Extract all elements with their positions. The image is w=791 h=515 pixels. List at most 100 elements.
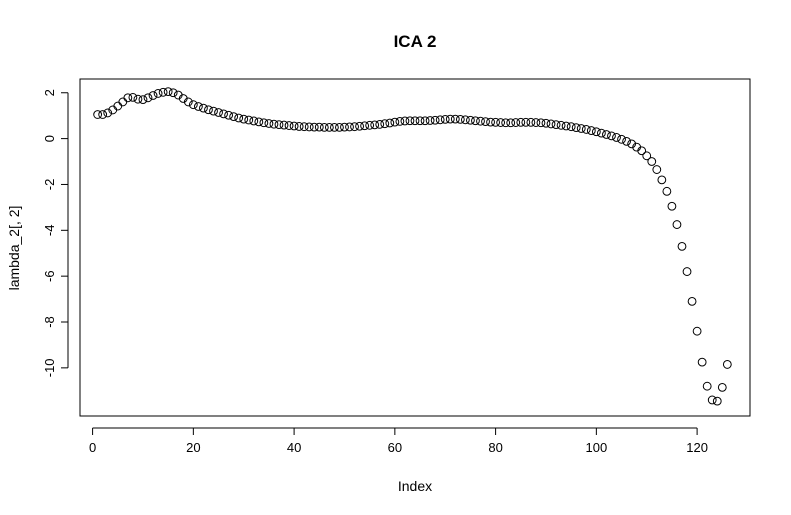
data-point [425,116,435,125]
data-point [319,122,329,132]
data-point [400,116,410,126]
data-point [521,117,531,127]
data-point [617,134,626,144]
data-point [128,92,138,102]
data-point [566,122,576,132]
data-point [148,91,158,100]
data-point [224,110,234,120]
x-axis: 0 20 40 60 80 100 120 [89,427,708,455]
data-point [153,89,163,98]
data-point [476,116,485,126]
data-point [294,122,304,131]
data-point [158,87,168,97]
y-tick-label: 2 [42,89,57,96]
data-point [98,110,108,119]
data-point [506,118,516,128]
data-point [496,118,506,127]
x-axis-label: Index [398,478,432,494]
data-point [385,118,395,128]
data-point [314,122,324,132]
y-tick-label: -4 [42,225,57,237]
data-point [707,395,717,405]
data-point [324,122,334,132]
data-point [229,112,239,121]
data-point [591,127,601,137]
x-tick-label: 60 [388,440,402,455]
data-point [309,122,319,132]
data-point [440,114,450,124]
x-tick-label: 80 [488,440,502,455]
data-point [329,122,339,132]
data-point [269,119,279,129]
data-point [627,139,637,149]
data-point [531,118,541,127]
data-point [642,151,652,161]
data-point [304,122,314,132]
data-point [581,125,591,134]
data-point [460,115,470,125]
data-point [576,124,586,133]
data-point [289,121,299,131]
data-point [219,109,228,119]
data-point [405,116,415,126]
data-point [622,136,631,146]
data-point [586,126,596,135]
data-point [561,121,571,131]
data-point [299,122,309,132]
data-point [571,123,581,133]
data-point [481,117,490,127]
y-tick-label: -6 [42,270,57,282]
data-point [652,165,662,174]
data-point [254,117,264,127]
data-point [259,118,269,128]
data-point [516,117,526,127]
data-point [335,122,344,132]
data-point [168,88,178,98]
data-point [602,130,611,139]
data-point [511,118,521,127]
data-point [430,115,440,125]
data-point [234,113,244,123]
data-point [551,120,561,130]
data-point [501,118,511,128]
y-tick-label: -8 [42,316,57,328]
data-point [183,97,193,107]
data-point [204,105,213,115]
data-point [541,118,551,128]
data-point [712,396,722,406]
data-points [93,87,732,406]
data-point [637,146,647,156]
data-point [556,120,566,130]
data-point [682,267,692,276]
data-point [596,128,606,138]
data-point [471,116,480,126]
data-point [667,201,677,211]
y-axis-label: lambda_2[, 2] [6,206,22,291]
data-point [450,114,460,124]
data-point [284,121,294,130]
data-point [360,121,370,131]
data-point [692,326,702,336]
data-point [375,119,385,129]
x-tick-label: 20 [186,440,200,455]
data-point [445,114,455,124]
data-point [133,94,143,104]
chart-title: ICA 2 [394,32,437,51]
y-tick-label: 0 [42,135,57,142]
x-tick-label: 40 [287,440,301,455]
y-axis: 2 0 -2 -4 -6 -8 -10 [42,89,69,377]
data-point [536,118,546,128]
data-point [612,133,621,142]
plot-frame [79,78,751,417]
data-point [93,110,103,119]
data-point [410,116,420,126]
data-point [279,120,289,130]
data-point [365,120,375,130]
data-point [526,117,536,127]
data-point [717,382,727,392]
data-point [239,114,249,124]
data-point [193,102,203,111]
data-point [188,100,198,110]
data-point [350,122,359,132]
